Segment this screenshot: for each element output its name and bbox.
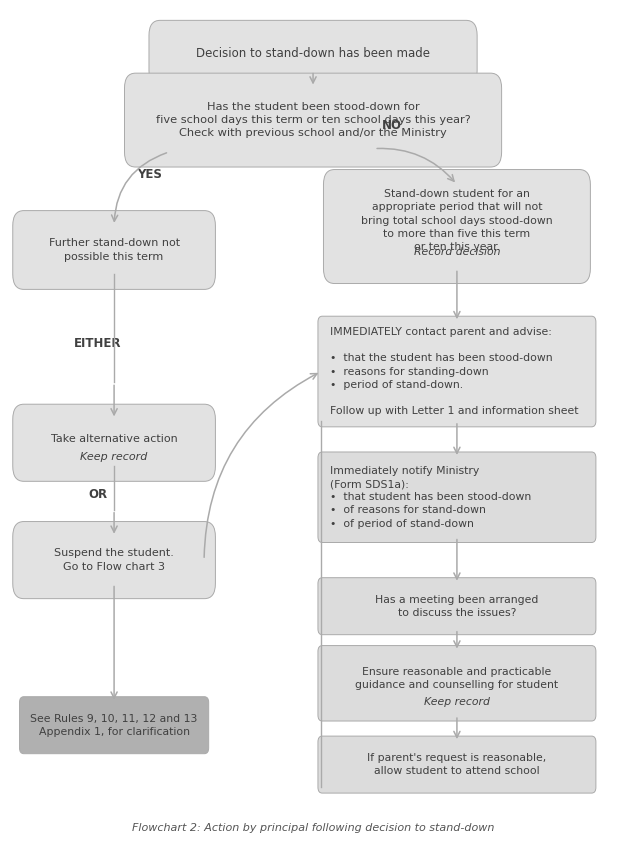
Text: Immediately notify Ministry
(Form SDS1a):
•  that student has been stood-down
• : Immediately notify Ministry (Form SDS1a)…: [330, 466, 531, 528]
Text: OR: OR: [88, 488, 107, 501]
Text: Keep record: Keep record: [424, 698, 490, 707]
Text: Further stand-down not
possible this term: Further stand-down not possible this ter…: [49, 239, 180, 262]
FancyBboxPatch shape: [318, 646, 596, 721]
Text: Suspend the student.
Go to Flow chart 3: Suspend the student. Go to Flow chart 3: [54, 549, 174, 572]
FancyBboxPatch shape: [13, 210, 216, 290]
Text: IMMEDIATELY contact parent and advise:

•  that the student has been stood-down
: IMMEDIATELY contact parent and advise: •…: [330, 327, 578, 416]
Text: EITHER: EITHER: [74, 337, 122, 350]
FancyBboxPatch shape: [318, 316, 596, 427]
Text: If parent's request is reasonable,
allow student to attend school: If parent's request is reasonable, allow…: [367, 753, 547, 776]
FancyBboxPatch shape: [13, 404, 216, 481]
Text: Ensure reasonable and practicable
guidance and counselling for student: Ensure reasonable and practicable guidan…: [355, 667, 559, 690]
Text: Has the student been stood-down for
five school days this term or ten school day: Has the student been stood-down for five…: [156, 102, 470, 138]
FancyBboxPatch shape: [19, 697, 209, 754]
Text: YES: YES: [137, 168, 162, 181]
Text: Has a meeting been arranged
to discuss the issues?: Has a meeting been arranged to discuss t…: [375, 595, 539, 618]
FancyBboxPatch shape: [318, 736, 596, 793]
Text: Record decision: Record decision: [413, 247, 500, 256]
FancyBboxPatch shape: [323, 170, 590, 284]
Text: Flowchart 2: Action by principal following decision to stand-down: Flowchart 2: Action by principal followi…: [132, 823, 494, 833]
FancyBboxPatch shape: [318, 452, 596, 543]
Text: Keep record: Keep record: [81, 452, 148, 462]
FancyBboxPatch shape: [149, 20, 477, 86]
FancyBboxPatch shape: [125, 73, 502, 167]
Text: Decision to stand-down has been made: Decision to stand-down has been made: [196, 47, 430, 60]
FancyBboxPatch shape: [318, 578, 596, 635]
Text: Stand-down student for an
appropriate period that will not
bring total school da: Stand-down student for an appropriate pe…: [361, 189, 553, 252]
FancyBboxPatch shape: [13, 521, 216, 599]
Text: See Rules 9, 10, 11, 12 and 13
Appendix 1, for clarification: See Rules 9, 10, 11, 12 and 13 Appendix …: [30, 714, 198, 737]
Text: Take alternative action: Take alternative action: [51, 435, 177, 445]
Text: NO: NO: [381, 119, 401, 132]
